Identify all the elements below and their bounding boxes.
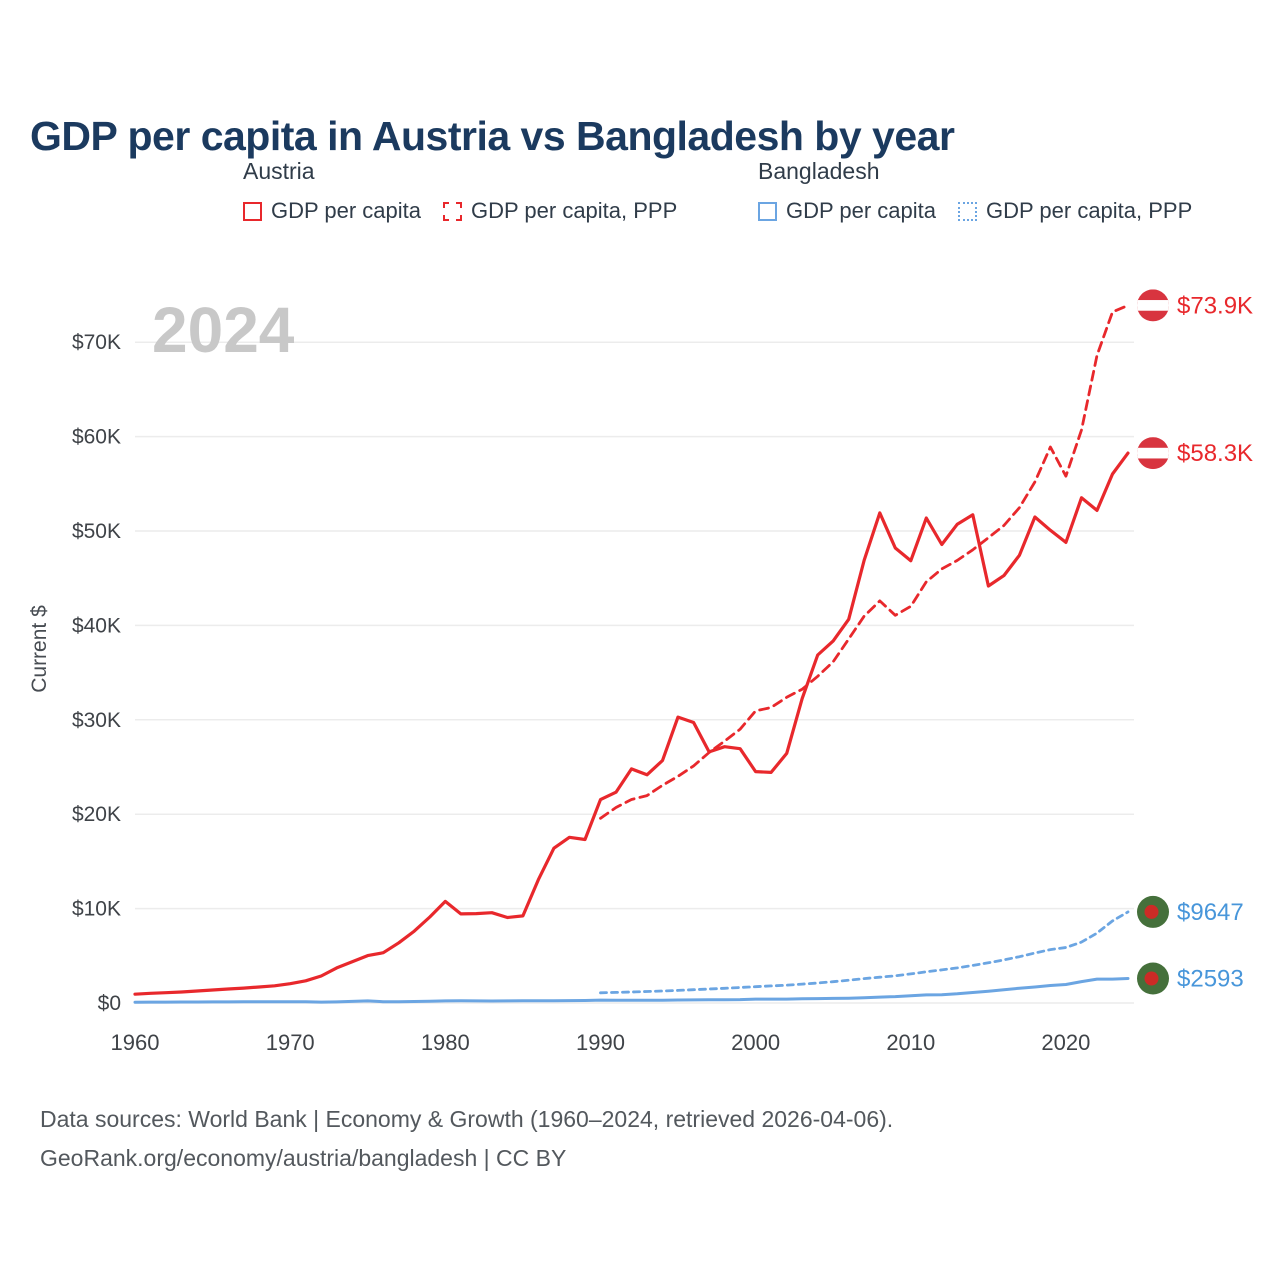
legend-rows-bangladesh: GDP per capita GDP per capita, PPP [758,198,1214,224]
x-tick-label: 1990 [576,1030,625,1055]
legend-group-title-austria: Austria [243,158,315,184]
y-tick-label: $0 [98,992,121,1015]
y-tick-label: $20K [72,803,121,826]
series-line-bangladesh-gdp [133,977,1130,1004]
end-value-label-austria-gdp: $58.3K [1177,440,1253,467]
x-tick-label: 1970 [266,1030,315,1055]
legend-label-bangladesh-gdp: GDP per capita [786,198,937,223]
x-tick-label: 1980 [421,1030,470,1055]
x-tick-label: 1960 [111,1030,160,1055]
y-tick-label: $50K [72,520,121,543]
legend-item-austria-gdp-ppp: GDP per capita, PPP [443,198,677,224]
legend-group-title-bangladesh: Bangladesh [758,158,880,184]
legend-swatch-austria-gdp-ppp-icon [443,201,463,221]
series-line-bangladesh-gdp-ppp [599,910,1130,995]
legend-item-bangladesh-gdp-ppp: GDP per capita, PPP [958,198,1192,224]
watermark-year: 2024 [152,294,295,366]
legend-label-bangladesh-gdp-ppp: GDP per capita, PPP [986,198,1193,223]
footer-data-sources: Data sources: World Bank | Economy & Gro… [40,1106,894,1132]
y-tick-label: $30K [72,709,121,732]
legend-rows-austria: GDP per capita GDP per capita, PPP [243,198,699,224]
legend-swatch-bangladesh-gdp-ppp-icon [958,201,978,221]
legend-group-bangladesh: Bangladesh GDP per capita GDP per capita… [758,158,1214,224]
y-tick-label: $40K [72,614,121,637]
end-value-label-austria-gdp-ppp: $73.9K [1177,292,1253,319]
y-tick-label: $60K [72,426,121,449]
x-tick-label: 2000 [731,1030,780,1055]
legend-swatch-austria-gdp-icon [243,201,262,221]
legend-group-austria: Austria GDP per capita GDP per capita, P… [243,158,699,224]
flag-icon-austria [1137,437,1169,470]
flag-icon-austria [1137,289,1169,322]
y-tick-label: $70K [72,331,121,354]
legend-item-bangladesh-gdp: GDP per capita [758,198,936,224]
end-value-label-bangladesh-gdp: $2593 [1177,966,1244,993]
x-tick-label: 2010 [886,1030,935,1055]
x-tick-label: 2020 [1041,1030,1090,1055]
flag-icon-bangladesh [1137,962,1169,995]
series-line-austria-gdp [133,451,1130,996]
series-line-austria-gdp-ppp [599,304,1130,820]
y-tick-label: $10K [72,898,121,921]
flag-icon-bangladesh [1137,895,1169,928]
legend-swatch-bangladesh-gdp-icon [758,201,777,221]
legend-item-austria-gdp: GDP per capita [243,198,421,224]
y-axis-title: Current $ [28,605,51,693]
end-value-label-bangladesh-gdp-ppp: $9647 [1177,899,1244,926]
legend-label-austria-gdp-ppp: GDP per capita, PPP [471,198,678,223]
footer-attribution: GeoRank.org/economy/austria/bangladesh |… [40,1145,567,1171]
chart-title: GDP per capita in Austria vs Bangladesh … [30,113,955,160]
legend-label-austria-gdp: GDP per capita [271,198,422,223]
